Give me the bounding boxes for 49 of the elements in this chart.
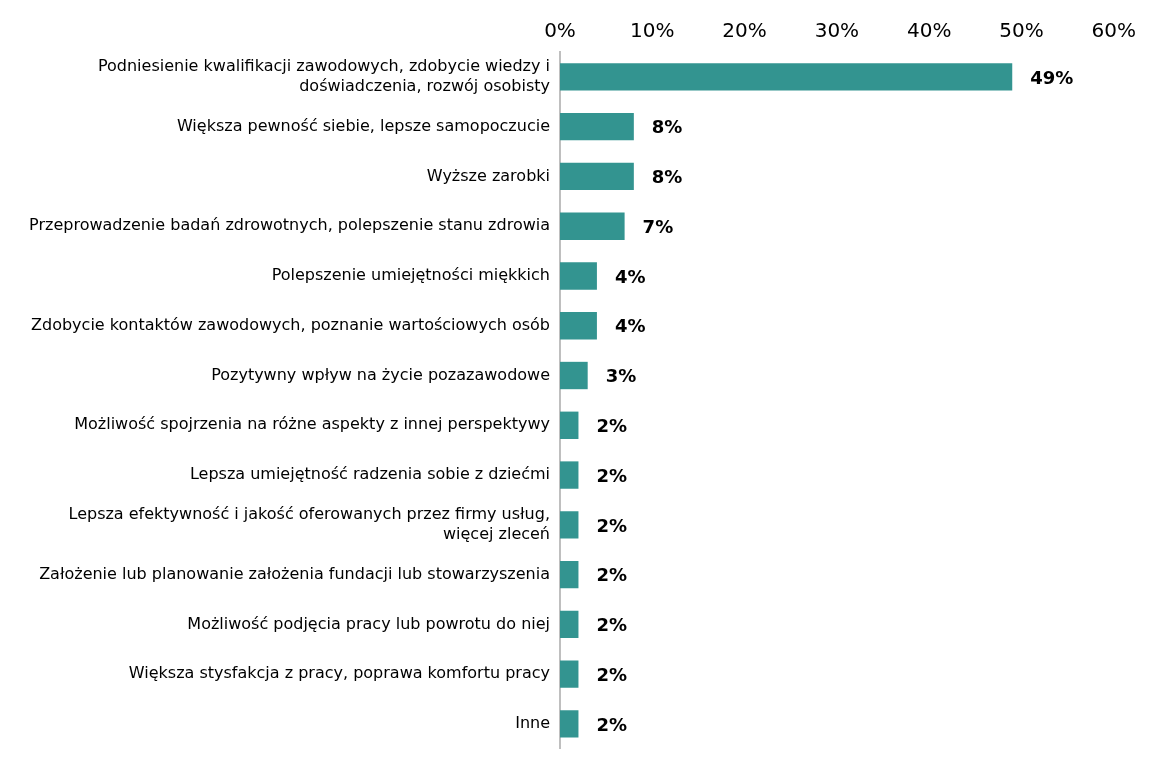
data-label: 3%: [605, 365, 637, 387]
data-label: 2%: [596, 514, 628, 536]
data-label: 2%: [596, 564, 628, 586]
y-tick-label: Wyższe zarobki: [426, 165, 550, 185]
data-label: 8%: [651, 116, 683, 138]
x-tick-label: 0%: [544, 18, 576, 43]
y-tick-label: Podniesienie kwalifikacji zawodowych, zdobycie wiedzy i doświadczenia, rozwój osobisty: [97, 56, 550, 95]
x-tick-label: 10%: [630, 18, 675, 43]
y-tick-label: Pozytywny wpływ na życie pozazawodowe: [211, 364, 550, 384]
data-label: 8%: [651, 166, 683, 188]
bar: [560, 63, 1013, 91]
y-tick-label: Lepsza umiejętność radzenia sobie z dziećmi: [189, 464, 550, 484]
bar: [560, 411, 579, 439]
y-tick-label: Możliwość spojrzenia na różne aspekty z innej perspektywy: [74, 414, 550, 434]
y-tick-label: Możliwość podjęcia pracy lub powrotu do niej: [187, 613, 550, 633]
data-label: 2%: [596, 663, 628, 685]
bar: [560, 262, 597, 290]
y-tick-label: Polepszenie umiejętności miękkich: [271, 265, 550, 285]
y-tick-label: Przeprowadzenie badań zdrowotnych, polepszenie stanu zdrowia: [29, 215, 550, 235]
bar: [560, 660, 579, 688]
bar: [560, 610, 579, 639]
bar: [560, 511, 579, 539]
x-tick-label: 30%: [814, 18, 860, 43]
data-label: 4%: [614, 315, 646, 337]
data-label: 2%: [596, 414, 628, 436]
y-tick-label: Większa pewność siebie, lepsze samopoczucie: [176, 115, 550, 135]
data-label: 2%: [596, 464, 628, 486]
x-tick-label: 60%: [1091, 18, 1136, 43]
data-label: 7%: [642, 215, 674, 237]
y-tick-label: Zdobycie kontaktów zawodowych, poznanie wartościowych osób: [31, 314, 550, 334]
bar: [560, 312, 597, 340]
y-tick-label: Lepsza efektywność i jakość oferowanych przez firmy usług, więcej zleceń: [68, 504, 550, 543]
bar: [560, 212, 625, 240]
data-label: 2%: [596, 713, 628, 735]
x-tick-label: 20%: [722, 18, 767, 43]
bar: [560, 112, 634, 141]
bar: [560, 361, 588, 390]
data-label: 49%: [1030, 66, 1074, 88]
data-label: 4%: [614, 265, 646, 287]
data-label: 2%: [596, 614, 628, 636]
x-tick-label: 40%: [906, 18, 952, 43]
y-tick-label: Większa stysfakcja z pracy, poprawa komfortu pracy: [128, 663, 550, 683]
bar: [560, 560, 579, 589]
x-tick-label: 50%: [999, 18, 1044, 43]
y-tick-label: Założenie lub planowanie założenia fundacji lub stowarzyszenia: [39, 563, 550, 583]
bar: [560, 162, 634, 191]
bar: [560, 710, 579, 738]
bar: [560, 461, 579, 489]
y-tick-label: Inne: [515, 713, 550, 733]
